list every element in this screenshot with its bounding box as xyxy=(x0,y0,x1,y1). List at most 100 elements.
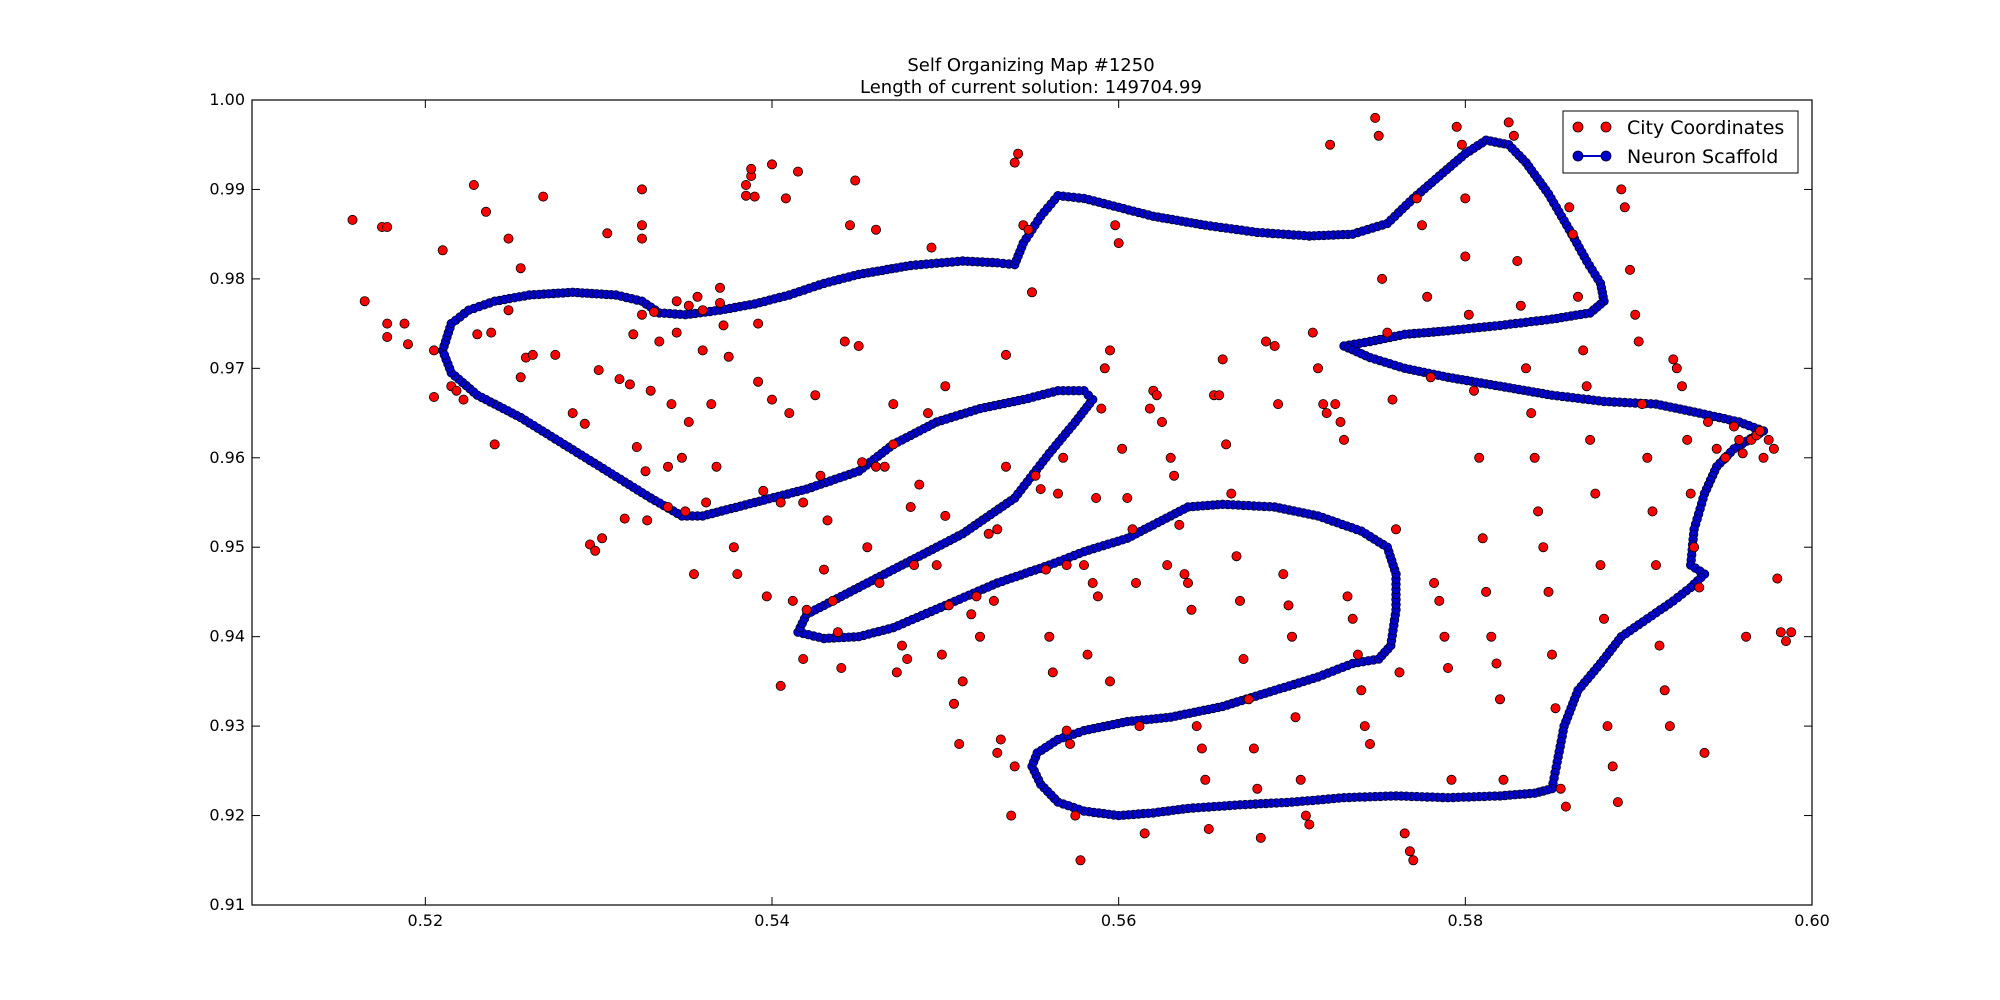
city-point xyxy=(1555,783,1566,794)
city-point xyxy=(1404,846,1415,857)
city-point xyxy=(671,327,682,338)
city-point xyxy=(1183,578,1194,589)
city-point xyxy=(1110,220,1121,231)
city-point xyxy=(1047,667,1058,678)
city-point xyxy=(1595,560,1606,571)
city-point xyxy=(1330,399,1341,410)
city-point xyxy=(1030,470,1041,481)
city-point xyxy=(1772,573,1783,584)
city-point xyxy=(1382,327,1393,338)
city-point xyxy=(1521,363,1532,374)
city-point xyxy=(1515,300,1526,311)
city-point xyxy=(1255,832,1266,843)
city-point xyxy=(1221,439,1232,450)
city-point xyxy=(732,569,743,580)
city-point xyxy=(711,461,722,472)
city-point xyxy=(1151,390,1162,401)
city-point xyxy=(1013,148,1024,159)
city-point xyxy=(1356,685,1367,696)
city-point xyxy=(888,439,899,450)
city-point xyxy=(992,524,1003,535)
city-point xyxy=(1567,229,1578,240)
city-point xyxy=(775,680,786,691)
city-point xyxy=(1425,372,1436,383)
city-point xyxy=(1165,452,1176,463)
city-point xyxy=(746,163,757,174)
city-point xyxy=(966,609,977,620)
city-point xyxy=(1526,408,1537,419)
city-point xyxy=(1619,202,1630,213)
city-point xyxy=(1091,492,1102,503)
city-point xyxy=(689,569,700,580)
city-point xyxy=(671,296,682,307)
city-point xyxy=(1654,640,1665,651)
city-point xyxy=(850,175,861,186)
city-point xyxy=(787,595,798,606)
city-point xyxy=(1339,434,1350,445)
city-point xyxy=(1122,492,1133,503)
plot-area-frame xyxy=(251,99,1813,906)
city-point xyxy=(1075,855,1086,866)
city-point xyxy=(1325,139,1336,150)
city-point xyxy=(949,698,960,709)
city-point xyxy=(1231,551,1242,562)
city-point xyxy=(1491,658,1502,669)
city-point xyxy=(879,461,890,472)
city-point xyxy=(1040,564,1051,575)
city-point xyxy=(1758,452,1769,463)
x-tick-label: 0.52 xyxy=(408,911,444,930)
city-point xyxy=(1214,390,1225,401)
city-point xyxy=(905,501,916,512)
x-tick-label: 0.56 xyxy=(1101,911,1137,930)
city-point xyxy=(1169,470,1180,481)
city-point xyxy=(1117,443,1128,454)
city-point xyxy=(602,228,613,239)
city-point xyxy=(1399,828,1410,839)
city-point xyxy=(1053,488,1064,499)
city-point xyxy=(749,191,760,202)
city-point xyxy=(550,349,561,360)
city-point xyxy=(1191,721,1202,732)
city-point xyxy=(683,300,694,311)
city-point xyxy=(1174,519,1185,530)
city-point xyxy=(1200,774,1211,785)
city-point xyxy=(437,245,448,256)
city-point xyxy=(645,385,656,396)
city-point xyxy=(1543,586,1554,597)
legend-box xyxy=(1562,110,1799,174)
city-point xyxy=(815,470,826,481)
city-point xyxy=(798,497,809,508)
city-point xyxy=(1235,595,1246,606)
city-point xyxy=(1044,631,1055,642)
city-point xyxy=(1131,578,1142,589)
city-point xyxy=(1027,287,1038,298)
city-point xyxy=(1668,354,1679,365)
city-point xyxy=(637,233,648,244)
city-point xyxy=(1307,327,1318,338)
city-point xyxy=(1689,542,1700,553)
city-point xyxy=(1079,560,1090,571)
city-point xyxy=(902,654,913,665)
city-point xyxy=(909,560,920,571)
city-point xyxy=(1087,578,1098,589)
city-point xyxy=(1685,488,1696,499)
city-point xyxy=(1273,399,1284,410)
city-point xyxy=(822,515,833,526)
city-point xyxy=(1105,676,1116,687)
city-point xyxy=(1451,121,1462,132)
city-point xyxy=(382,331,393,342)
city-point xyxy=(1682,434,1693,445)
x-tick-label: 0.54 xyxy=(754,911,790,930)
city-point xyxy=(347,214,358,225)
city-point xyxy=(1105,345,1116,356)
city-point xyxy=(971,591,982,602)
city-point xyxy=(637,220,648,231)
city-point xyxy=(597,533,608,544)
city-point xyxy=(1495,694,1506,705)
city-point xyxy=(975,631,986,642)
city-point xyxy=(1481,586,1492,597)
city-point xyxy=(1370,112,1381,123)
city-point xyxy=(1677,381,1688,392)
city-point xyxy=(1009,761,1020,772)
city-point xyxy=(728,542,739,553)
